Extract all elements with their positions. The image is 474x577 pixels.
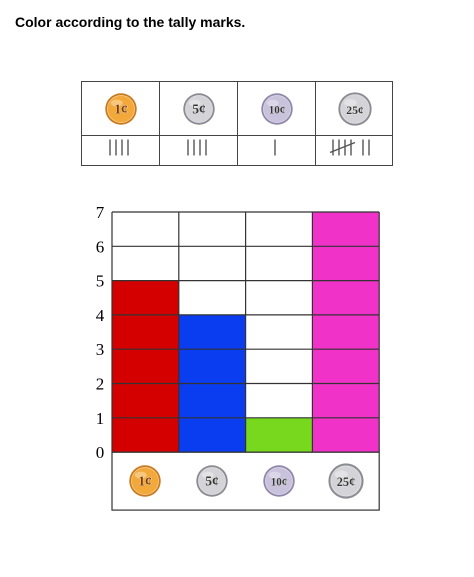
tally-marks-nickel xyxy=(185,138,213,163)
tally-marks-dime xyxy=(272,138,282,163)
dime-coin-icon: 10¢ xyxy=(260,92,294,126)
category-axis-box xyxy=(111,451,380,511)
bar xyxy=(245,417,313,453)
dime-coin-icon: 10¢ xyxy=(262,464,296,498)
tally-marks-penny xyxy=(107,138,135,163)
tally-table: 1¢ 5¢ 10¢ 25¢ xyxy=(81,81,393,166)
bar xyxy=(312,212,380,453)
y-tick-label: 4 xyxy=(96,306,105,325)
y-tick-label: 7 xyxy=(96,203,105,222)
tally-table-cell-penny: 1¢ xyxy=(82,82,160,135)
tally-table-coin-row: 1¢ 5¢ 10¢ 25¢ xyxy=(82,82,392,136)
coin-value-label: 5¢ xyxy=(205,474,219,489)
tally-marks-quarter xyxy=(329,138,380,163)
coin-value-label: 1¢ xyxy=(114,101,128,116)
coin-value-label: 5¢ xyxy=(192,101,206,116)
coin-value-label: 25¢ xyxy=(337,475,356,489)
coin-value-label: 10¢ xyxy=(271,477,288,489)
coin-value-label: 25¢ xyxy=(346,103,364,116)
coin-value-label: 1¢ xyxy=(139,474,153,489)
tally-cell-nickel xyxy=(160,135,238,165)
tally-table-cell-quarter: 25¢ xyxy=(316,82,394,135)
y-tick-label: 3 xyxy=(96,340,105,359)
x-tick-coin-0: 1¢ xyxy=(128,464,162,498)
x-tick-coin-3: 25¢ xyxy=(327,462,365,500)
quarter-coin-icon: 25¢ xyxy=(337,91,373,127)
quarter-coin-icon: 25¢ xyxy=(327,462,365,500)
y-tick-label: 2 xyxy=(96,375,105,394)
penny-coin-icon: 1¢ xyxy=(104,92,138,126)
tally-table-cell-nickel: 5¢ xyxy=(160,82,238,135)
coin-value-label: 10¢ xyxy=(268,104,285,116)
tally-table-tally-row xyxy=(82,135,392,165)
tally-cell-dime xyxy=(238,135,316,165)
tally-table-cell-dime: 10¢ xyxy=(238,82,316,135)
instruction-text: Color according to the tally marks. xyxy=(15,14,246,30)
nickel-coin-icon: 5¢ xyxy=(195,464,229,498)
y-tick-label: 5 xyxy=(96,272,105,291)
tally-cell-quarter xyxy=(316,135,394,165)
bar xyxy=(112,280,179,453)
x-tick-coin-2: 10¢ xyxy=(262,464,296,498)
y-tick-label: 6 xyxy=(96,237,105,256)
tally-cell-penny xyxy=(82,135,160,165)
y-tick-label: 0 xyxy=(96,443,105,462)
nickel-coin-icon: 5¢ xyxy=(182,92,216,126)
penny-coin-icon: 1¢ xyxy=(128,464,162,498)
y-tick-label: 1 xyxy=(96,409,105,428)
x-tick-coin-1: 5¢ xyxy=(195,464,229,498)
